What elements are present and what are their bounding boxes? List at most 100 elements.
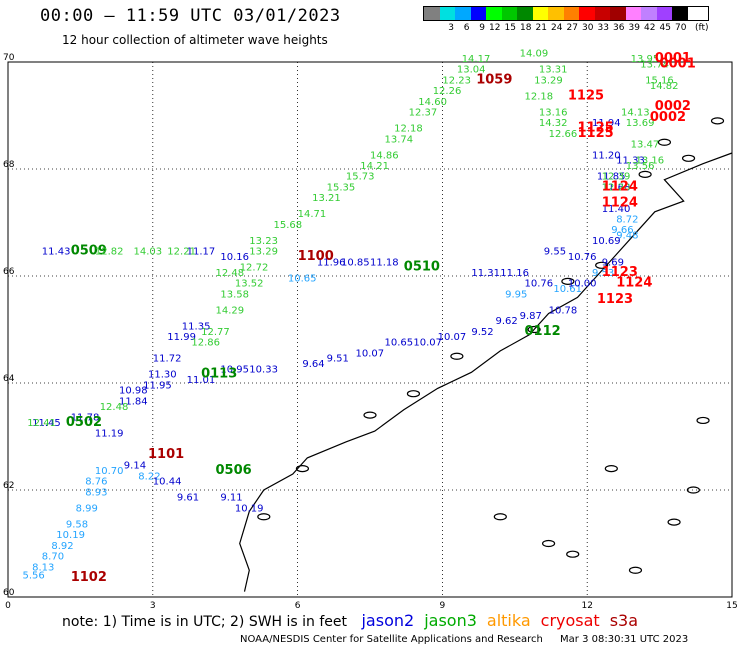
colorbar-swatch <box>501 7 517 20</box>
wave-height-label: 1123 <box>602 265 638 280</box>
colorbar-tick: 24 <box>551 23 563 33</box>
wave-height-label: 11.45 <box>32 418 61 429</box>
y-tick-label: 70 <box>3 53 15 63</box>
coast-island <box>667 518 681 526</box>
coast-island <box>628 566 643 574</box>
coast-island <box>493 513 507 521</box>
wave-height-label: 10.98 <box>119 386 148 397</box>
wave-height-label: 10.44 <box>153 477 182 488</box>
colorbar-tick: 18 <box>520 23 532 33</box>
wave-height-label: 8.93 <box>85 487 107 498</box>
wave-height-label: 13.16 <box>539 108 568 119</box>
wave-height-label: 11.85 <box>597 172 626 183</box>
wave-height-label: 11.99 <box>167 332 196 343</box>
wave-height-label: 5.56 <box>23 570 45 581</box>
wave-height-label: 10.16 <box>220 252 249 263</box>
wave-height-label: 11.30 <box>148 370 177 381</box>
wave-height-label: 8.72 <box>616 215 638 226</box>
colorbar-swatch <box>563 7 579 20</box>
wave-height-label: 13.31 <box>539 65 568 76</box>
wave-height-label: 10.76 <box>568 252 597 263</box>
wave-height-label: 1124 <box>616 276 652 291</box>
wave-height-label: 10.95 <box>220 364 249 375</box>
wave-height-label: 8.70 <box>42 552 64 563</box>
wave-height-label: 1100 <box>298 249 334 264</box>
colorbar-tick: 39 <box>628 23 640 33</box>
colorbar-tick: 15 <box>504 23 516 33</box>
wave-height-label: 12.26 <box>433 86 462 97</box>
wave-height-label: 11.40 <box>602 204 631 215</box>
wave-height-label: 12.48 <box>216 268 245 279</box>
wave-height-label: 9.64 <box>302 359 324 370</box>
coast-island <box>710 117 725 125</box>
colorbar-tick: 42 <box>644 23 656 33</box>
colorbar-swatch <box>470 7 486 20</box>
wave-height-label: 14.17 <box>462 54 491 65</box>
wave-height-label: 0112 <box>525 324 561 339</box>
wave-height-label: 10.85 <box>341 257 370 268</box>
wave-height-label: 9.58 <box>66 520 88 531</box>
wave-height-label: 14.82 <box>650 81 679 92</box>
colorbar-ticks: 3 6 9 12 15 18 21 24 27 30 33 36 39 42 45 70 (ft) <box>423 23 709 33</box>
wave-height-label: 10.65 <box>288 273 317 284</box>
wave-height-label: 13.16 <box>636 156 665 167</box>
wave-height-label: 0113 <box>201 367 237 382</box>
coast-island <box>561 277 575 285</box>
colorbar-swatch <box>548 7 564 20</box>
colorbar-swatch <box>610 7 626 20</box>
wave-height-label: 1101 <box>148 447 184 462</box>
wave-height-label: 12.48 <box>100 402 129 413</box>
wave-height-label: 1125 <box>568 89 604 104</box>
wave-height-label: 13.74 <box>640 59 669 70</box>
colorbar-swatch <box>424 7 440 20</box>
chart-title: 00:00 – 11:59 UTC 03/01/2023 <box>40 6 341 26</box>
x-tick-label: 0 <box>5 601 11 611</box>
coast-island <box>657 138 672 146</box>
wave-height-label: 11.20 <box>592 150 621 161</box>
colorbar-tick: 45 <box>659 23 671 33</box>
mission-label-s3a: s3a <box>609 611 639 630</box>
colorbar-swatch <box>579 7 595 20</box>
wave-height-label: 10.07 <box>438 332 467 343</box>
mission-label-altika: altika <box>486 611 531 630</box>
wave-height-label: 11.72 <box>153 354 182 365</box>
wave-height-label: 0001 <box>660 56 696 71</box>
wave-height-label: 12.21 <box>167 247 196 258</box>
wave-height-label: 8.76 <box>85 477 107 488</box>
wave-height-label: 0002 <box>650 110 686 125</box>
mission-label-cryosat: cryosat <box>540 611 600 630</box>
wave-height-label: 10.76 <box>525 279 554 290</box>
wave-height-label: 9.14 <box>124 461 146 472</box>
y-tick-label: 60 <box>3 588 15 598</box>
coast-island <box>363 411 377 419</box>
track-labels: 5.568.138.708.9210.199.588.998.938.7610.… <box>23 49 696 585</box>
colorbar-swatches <box>423 6 709 21</box>
colorbar-unit: (ft) <box>694 23 709 33</box>
wave-height-label: 0502 <box>66 415 102 430</box>
coast-island <box>541 539 556 548</box>
wave-height-label: 0509 <box>71 244 107 259</box>
x-tick-label: 15 <box>726 601 737 611</box>
coast-island <box>450 352 464 360</box>
wave-height-label: 13.47 <box>631 140 660 151</box>
x-tick-label: 12 <box>581 601 592 611</box>
wave-height-label: 14.32 <box>539 118 568 129</box>
wave-height-label: 15.73 <box>346 172 375 183</box>
colorbar-swatch <box>439 7 455 20</box>
wave-height-label: 9.95 <box>505 289 527 300</box>
wave-height-label: 1125 <box>578 126 614 141</box>
wave-height-label: 11.84 <box>119 396 148 407</box>
wave-height-label: 10.07 <box>413 338 442 349</box>
wave-height-label: 10.00 <box>568 279 597 290</box>
wave-height-label: 12.41 <box>27 418 56 429</box>
wave-height-label: 11.78 <box>71 413 100 424</box>
mission-label-jason2: jason2 <box>361 611 415 630</box>
map-frame <box>7 61 733 598</box>
footer-timestamp: Mar 3 08:30:31 UTC 2023 <box>560 634 689 645</box>
wave-height-label: 11.68 <box>602 182 631 193</box>
wave-height-label: 9.11 <box>220 493 242 504</box>
x-tick-label: 3 <box>150 601 156 611</box>
wave-height-label: 11.95 <box>143 380 172 391</box>
coast-island <box>681 154 696 162</box>
wave-height-label: 15.16 <box>645 75 674 86</box>
